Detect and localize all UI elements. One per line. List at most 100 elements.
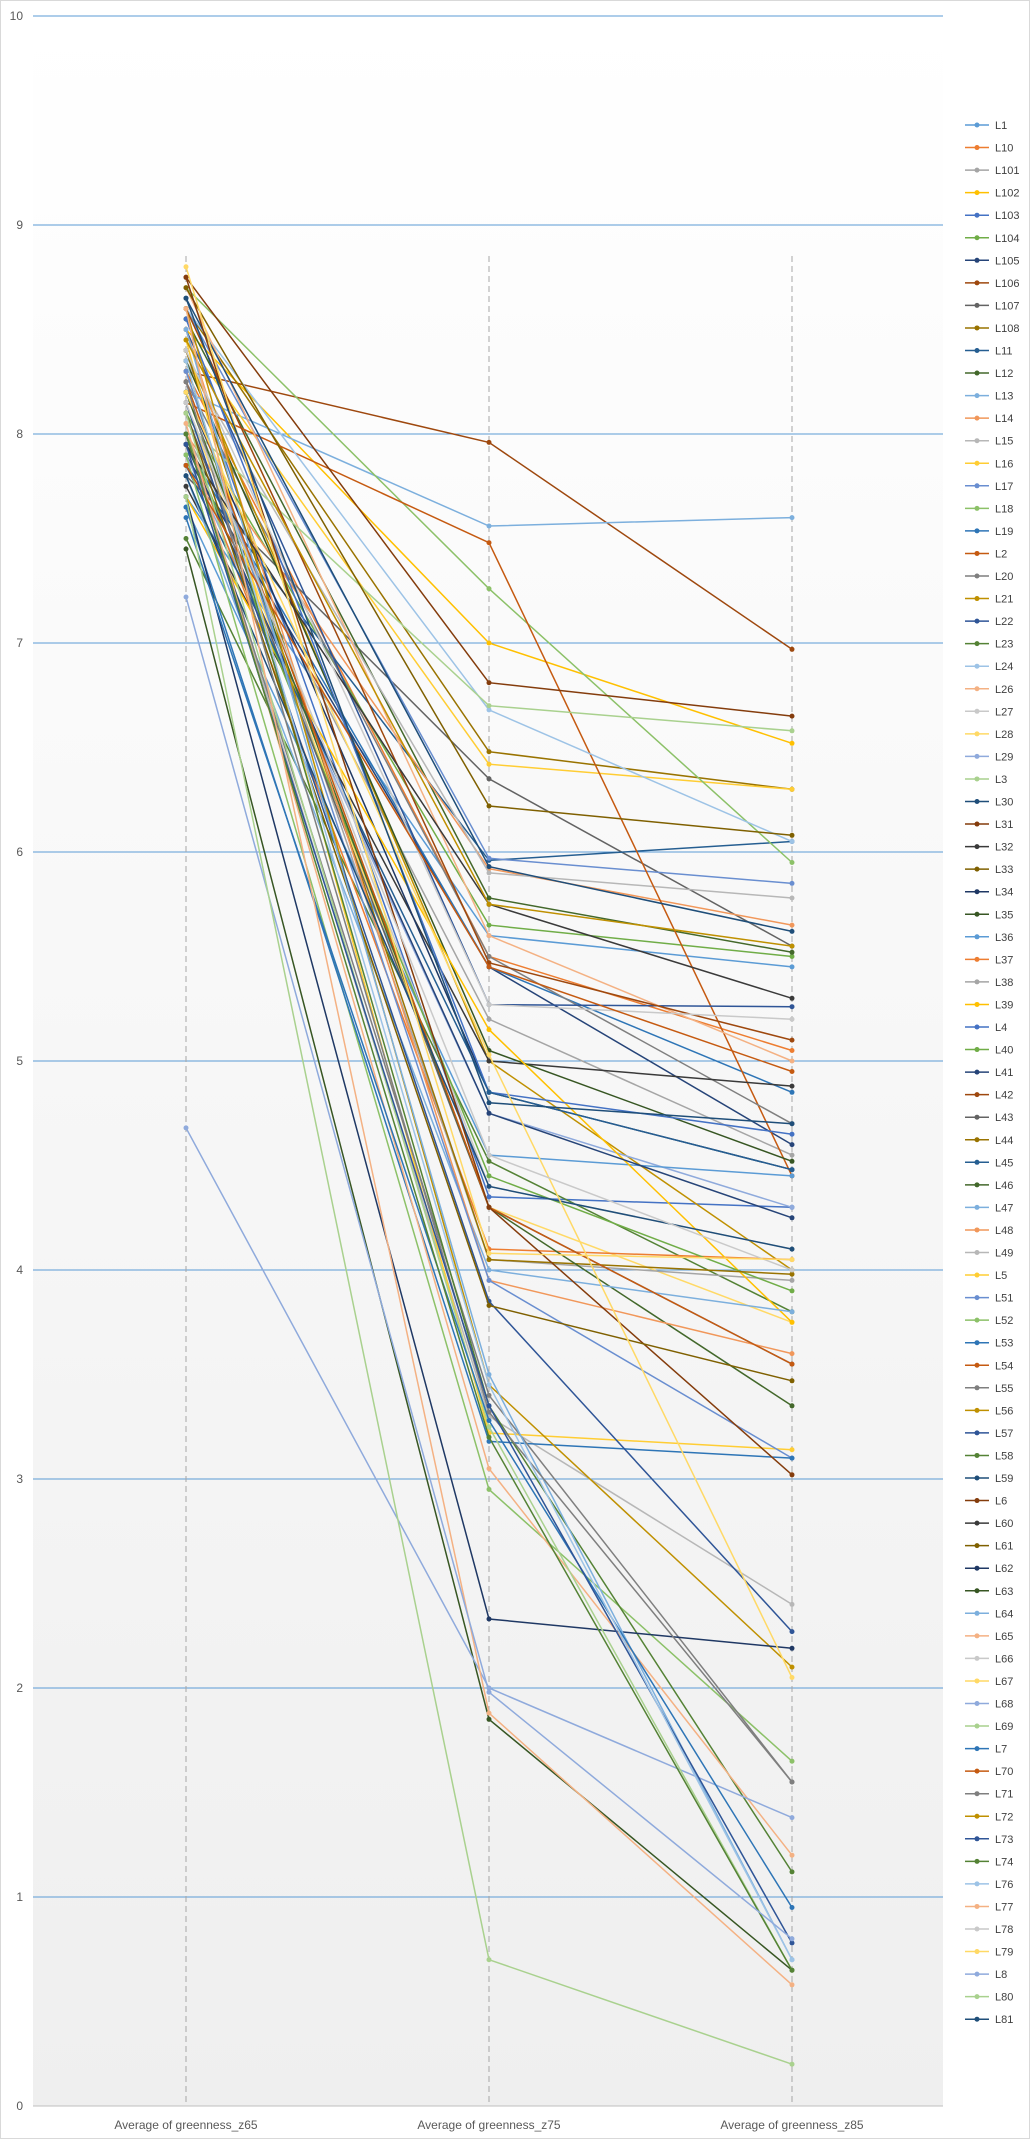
legend-label: L5 — [995, 1270, 1007, 1282]
legend-marker — [974, 663, 980, 669]
legend-label: L52 — [995, 1315, 1013, 1327]
data-point — [789, 954, 795, 959]
legend-marker — [974, 1791, 980, 1797]
legend-marker — [974, 483, 980, 489]
legend-marker — [974, 1655, 980, 1661]
data-point — [789, 1472, 795, 1478]
legend-entry: L77 — [965, 1901, 1013, 1913]
data-point — [789, 1271, 795, 1277]
legend-marker — [974, 1047, 980, 1053]
legend-entry: L37 — [965, 954, 1013, 966]
data-point — [486, 1403, 492, 1409]
data-point — [789, 1152, 795, 1158]
data-point — [486, 1058, 492, 1064]
legend-label: L49 — [995, 1248, 1013, 1260]
legend: L1 L10 L101 L102 L103 L104 L105 L106 L107 L108 L11… — [965, 120, 1019, 2026]
legend-label: L42 — [995, 1090, 1013, 1102]
series-L73 — [183, 441, 795, 1946]
data-point — [486, 540, 492, 546]
legend-label: L66 — [995, 1653, 1013, 1665]
data-point — [789, 880, 795, 886]
data-point — [486, 680, 492, 686]
legend-label: L39 — [995, 999, 1013, 1011]
series-L6 — [183, 274, 795, 1478]
data-point — [183, 389, 189, 395]
legend-label: L18 — [995, 503, 1013, 515]
legend-marker — [974, 753, 980, 759]
legend-marker — [974, 1475, 980, 1481]
legend-label: L47 — [995, 1202, 1013, 1214]
data-point — [486, 1486, 492, 1492]
data-point — [789, 1158, 795, 1164]
legend-label: L34 — [995, 887, 1013, 899]
data-point — [789, 1204, 795, 1210]
legend-marker — [974, 235, 980, 241]
legend-label: L3 — [995, 774, 1007, 786]
legend-label: L10 — [995, 143, 1013, 155]
legend-entry: L4 — [965, 1022, 1007, 1034]
legend-marker — [974, 393, 980, 399]
legend-label: L29 — [995, 751, 1013, 763]
data-point — [789, 1215, 795, 1221]
legend-entry: L52 — [965, 1315, 1013, 1327]
data-point — [183, 306, 189, 312]
data-point — [789, 515, 795, 521]
data-point — [789, 964, 795, 970]
legend-entry: L20 — [965, 571, 1013, 583]
data-point — [183, 546, 189, 552]
legend-label: L30 — [995, 797, 1013, 809]
legend-label: L21 — [995, 594, 1013, 606]
legend-marker — [974, 1926, 980, 1932]
legend-marker — [974, 1498, 980, 1504]
legend-label: L57 — [995, 1428, 1013, 1440]
data-point — [486, 439, 492, 445]
y-tick-label: 3 — [16, 1472, 23, 1486]
y-tick-label: 9 — [16, 218, 23, 232]
legend-marker — [974, 956, 980, 962]
legend-entry: L29 — [965, 751, 1013, 763]
data-point — [789, 1277, 795, 1283]
data-point — [183, 285, 189, 291]
data-point — [183, 400, 189, 406]
data-point — [789, 713, 795, 719]
data-point — [789, 1361, 795, 1367]
legend-entry: L68 — [965, 1699, 1013, 1711]
legend-entry: L40 — [965, 1045, 1013, 1057]
legend-marker — [974, 1362, 980, 1368]
legend-marker — [974, 325, 980, 331]
legend-label: L104 — [995, 233, 1019, 245]
data-point — [183, 536, 189, 541]
legend-marker — [974, 1746, 980, 1752]
legend-entry: L60 — [965, 1518, 1013, 1530]
legend-entry: L8 — [965, 1969, 1007, 1981]
data-point — [486, 1424, 492, 1430]
data-point — [486, 749, 492, 755]
legend-label: L41 — [995, 1067, 1013, 1079]
legend-entry: L58 — [965, 1450, 1013, 1462]
legend-label: L11 — [995, 346, 1013, 358]
y-tick-label: 6 — [16, 845, 23, 859]
legend-marker — [974, 1588, 980, 1594]
data-point — [183, 264, 189, 270]
legend-entry: L66 — [965, 1653, 1013, 1665]
data-point — [486, 1303, 492, 1308]
legend-label: L70 — [995, 1766, 1013, 1778]
legend-label: L33 — [995, 864, 1013, 876]
data-point — [789, 1089, 795, 1095]
legend-label: L37 — [995, 954, 1013, 966]
data-point — [789, 1675, 795, 1680]
legend-marker — [974, 1610, 980, 1616]
legend-marker — [974, 1633, 980, 1639]
legend-label: L20 — [995, 571, 1013, 583]
data-point — [789, 786, 795, 792]
data-point — [789, 1869, 795, 1875]
data-point — [789, 1319, 795, 1325]
data-point — [183, 483, 189, 489]
data-point — [183, 441, 189, 447]
data-point — [789, 1004, 795, 1010]
legend-label: L59 — [995, 1473, 1013, 1485]
legend-marker — [974, 1385, 980, 1391]
x-axis-tick-labels: Average of greenness_z65 Average of green… — [114, 2118, 864, 2132]
legend-entry: L43 — [965, 1112, 1013, 1124]
legend-marker — [974, 979, 980, 985]
